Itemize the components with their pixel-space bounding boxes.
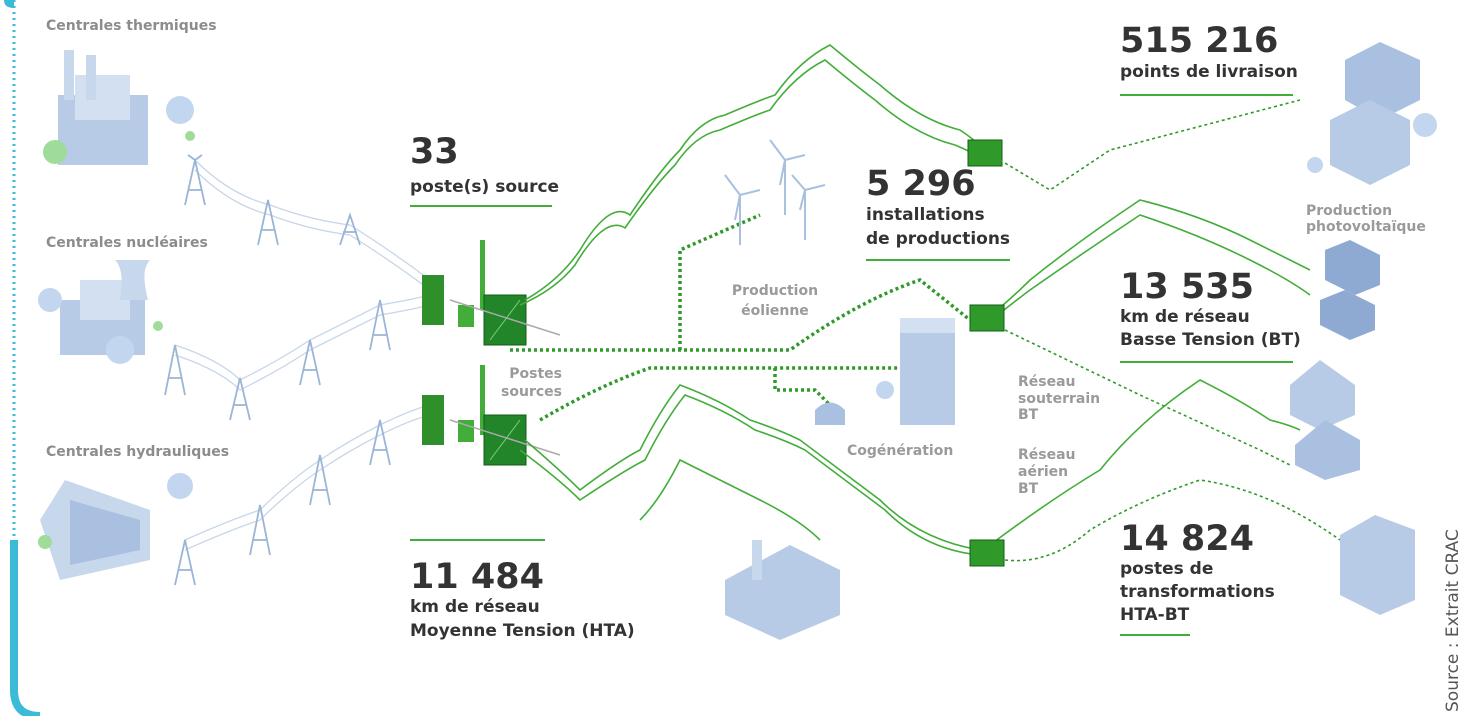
thermal-plant — [43, 50, 195, 165]
plant-label: Centrales nucléaires — [46, 235, 208, 251]
source-note: Source : Extrait CRAC — [1443, 529, 1461, 712]
plant-label: Centrales thermiques — [46, 18, 217, 34]
diagram-label: Production — [732, 283, 818, 299]
frame-corner — [0, 0, 14, 8]
diagram-label: éolienne — [741, 303, 809, 319]
source-substations — [422, 240, 560, 465]
stat-text: km de réseau — [1120, 307, 1250, 327]
diagram-label: Cogénération — [847, 443, 953, 459]
hydro-plant — [38, 473, 193, 580]
diagram-label: Réseau — [1018, 447, 1076, 463]
factory — [725, 540, 840, 640]
stat-text: postes de — [1120, 559, 1213, 579]
diagram-label: Réseau — [1018, 374, 1076, 390]
infographic: Centrales thermiques Centrales nucléaire… — [0, 0, 1461, 716]
stat-value: 11 484 — [410, 557, 544, 597]
stat-text: Moyenne Tension (HTA) — [410, 621, 635, 641]
plant-label: Centrales hydrauliques — [46, 444, 229, 460]
stat-text: poste(s) source — [410, 177, 559, 197]
stat-text: Basse Tension (BT) — [1120, 330, 1301, 350]
diagram-label: sources — [501, 384, 562, 400]
diagram-label: aérien — [1018, 464, 1068, 480]
delivery-buildings — [1290, 42, 1437, 615]
wind-turbines — [725, 140, 825, 245]
diagram-label: BT — [1018, 481, 1039, 497]
stat-text: HTA-BT — [1120, 605, 1190, 625]
nuclear-plant — [38, 260, 163, 364]
frame — [14, 540, 40, 716]
stat-value: 14 824 — [1120, 519, 1254, 559]
stat-value: 33 — [410, 132, 459, 172]
stat-text: de productions — [866, 229, 1010, 249]
diagram-label: souterrain — [1018, 391, 1100, 407]
high-voltage-lines — [165, 155, 430, 585]
diagram-label: BT — [1018, 407, 1039, 423]
cogeneration-buildings — [815, 318, 955, 425]
stat-text: points de livraison — [1120, 62, 1298, 82]
stat-text: transformations — [1120, 582, 1275, 602]
stat-text: km de réseau — [410, 597, 540, 617]
stat-text: installations — [866, 205, 985, 225]
diagram-label: Production — [1306, 203, 1392, 219]
stat-value: 13 535 — [1120, 267, 1254, 307]
stat-value: 515 216 — [1120, 21, 1278, 61]
stat-value: 5 296 — [866, 164, 976, 204]
diagram-label: photovoltaïque — [1306, 219, 1426, 235]
diagram-label: Postes — [509, 366, 562, 382]
